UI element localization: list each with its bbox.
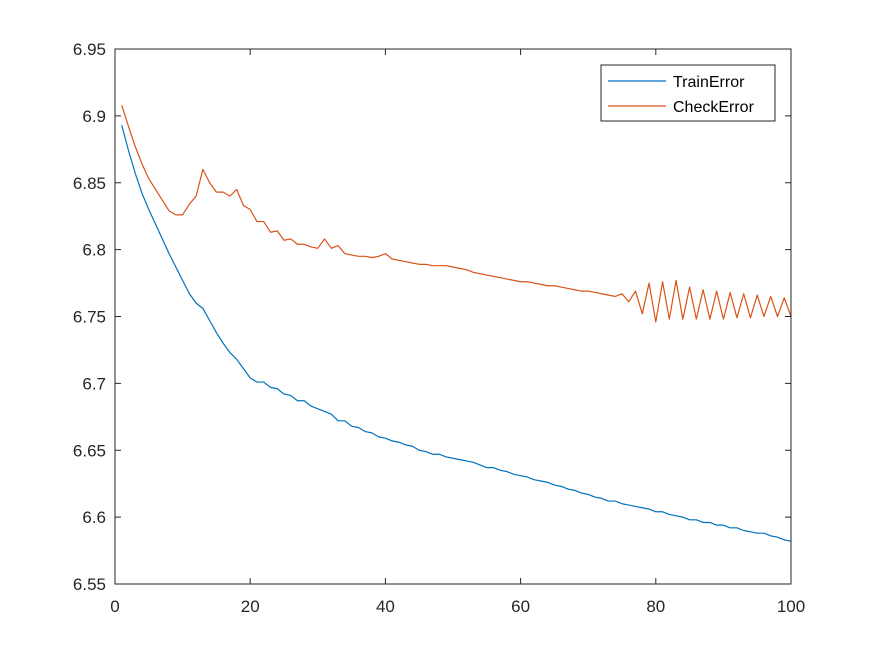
x-tick-label: 60 [511, 597, 530, 616]
y-tick-label: 6.6 [82, 508, 106, 527]
y-tick-label: 6.7 [82, 374, 106, 393]
x-tick-label: 40 [376, 597, 395, 616]
y-tick-label: 6.55 [73, 575, 106, 594]
x-tick-label: 100 [777, 597, 805, 616]
legend-label-trainerror: TrainError [673, 74, 745, 91]
x-tick-label: 20 [241, 597, 260, 616]
x-tick-label: 80 [646, 597, 665, 616]
y-tick-label: 6.8 [82, 241, 106, 260]
plot-area [115, 49, 791, 584]
y-tick-label: 6.95 [73, 40, 106, 59]
x-tick-label: 0 [110, 597, 119, 616]
y-tick-label: 6.85 [73, 174, 106, 193]
legend-label-checkerror: CheckError [673, 99, 755, 116]
y-tick-label: 6.65 [73, 441, 106, 460]
legend: TrainError CheckError [601, 65, 775, 121]
y-tick-label: 6.75 [73, 308, 106, 327]
y-tick-label: 6.9 [82, 107, 106, 126]
